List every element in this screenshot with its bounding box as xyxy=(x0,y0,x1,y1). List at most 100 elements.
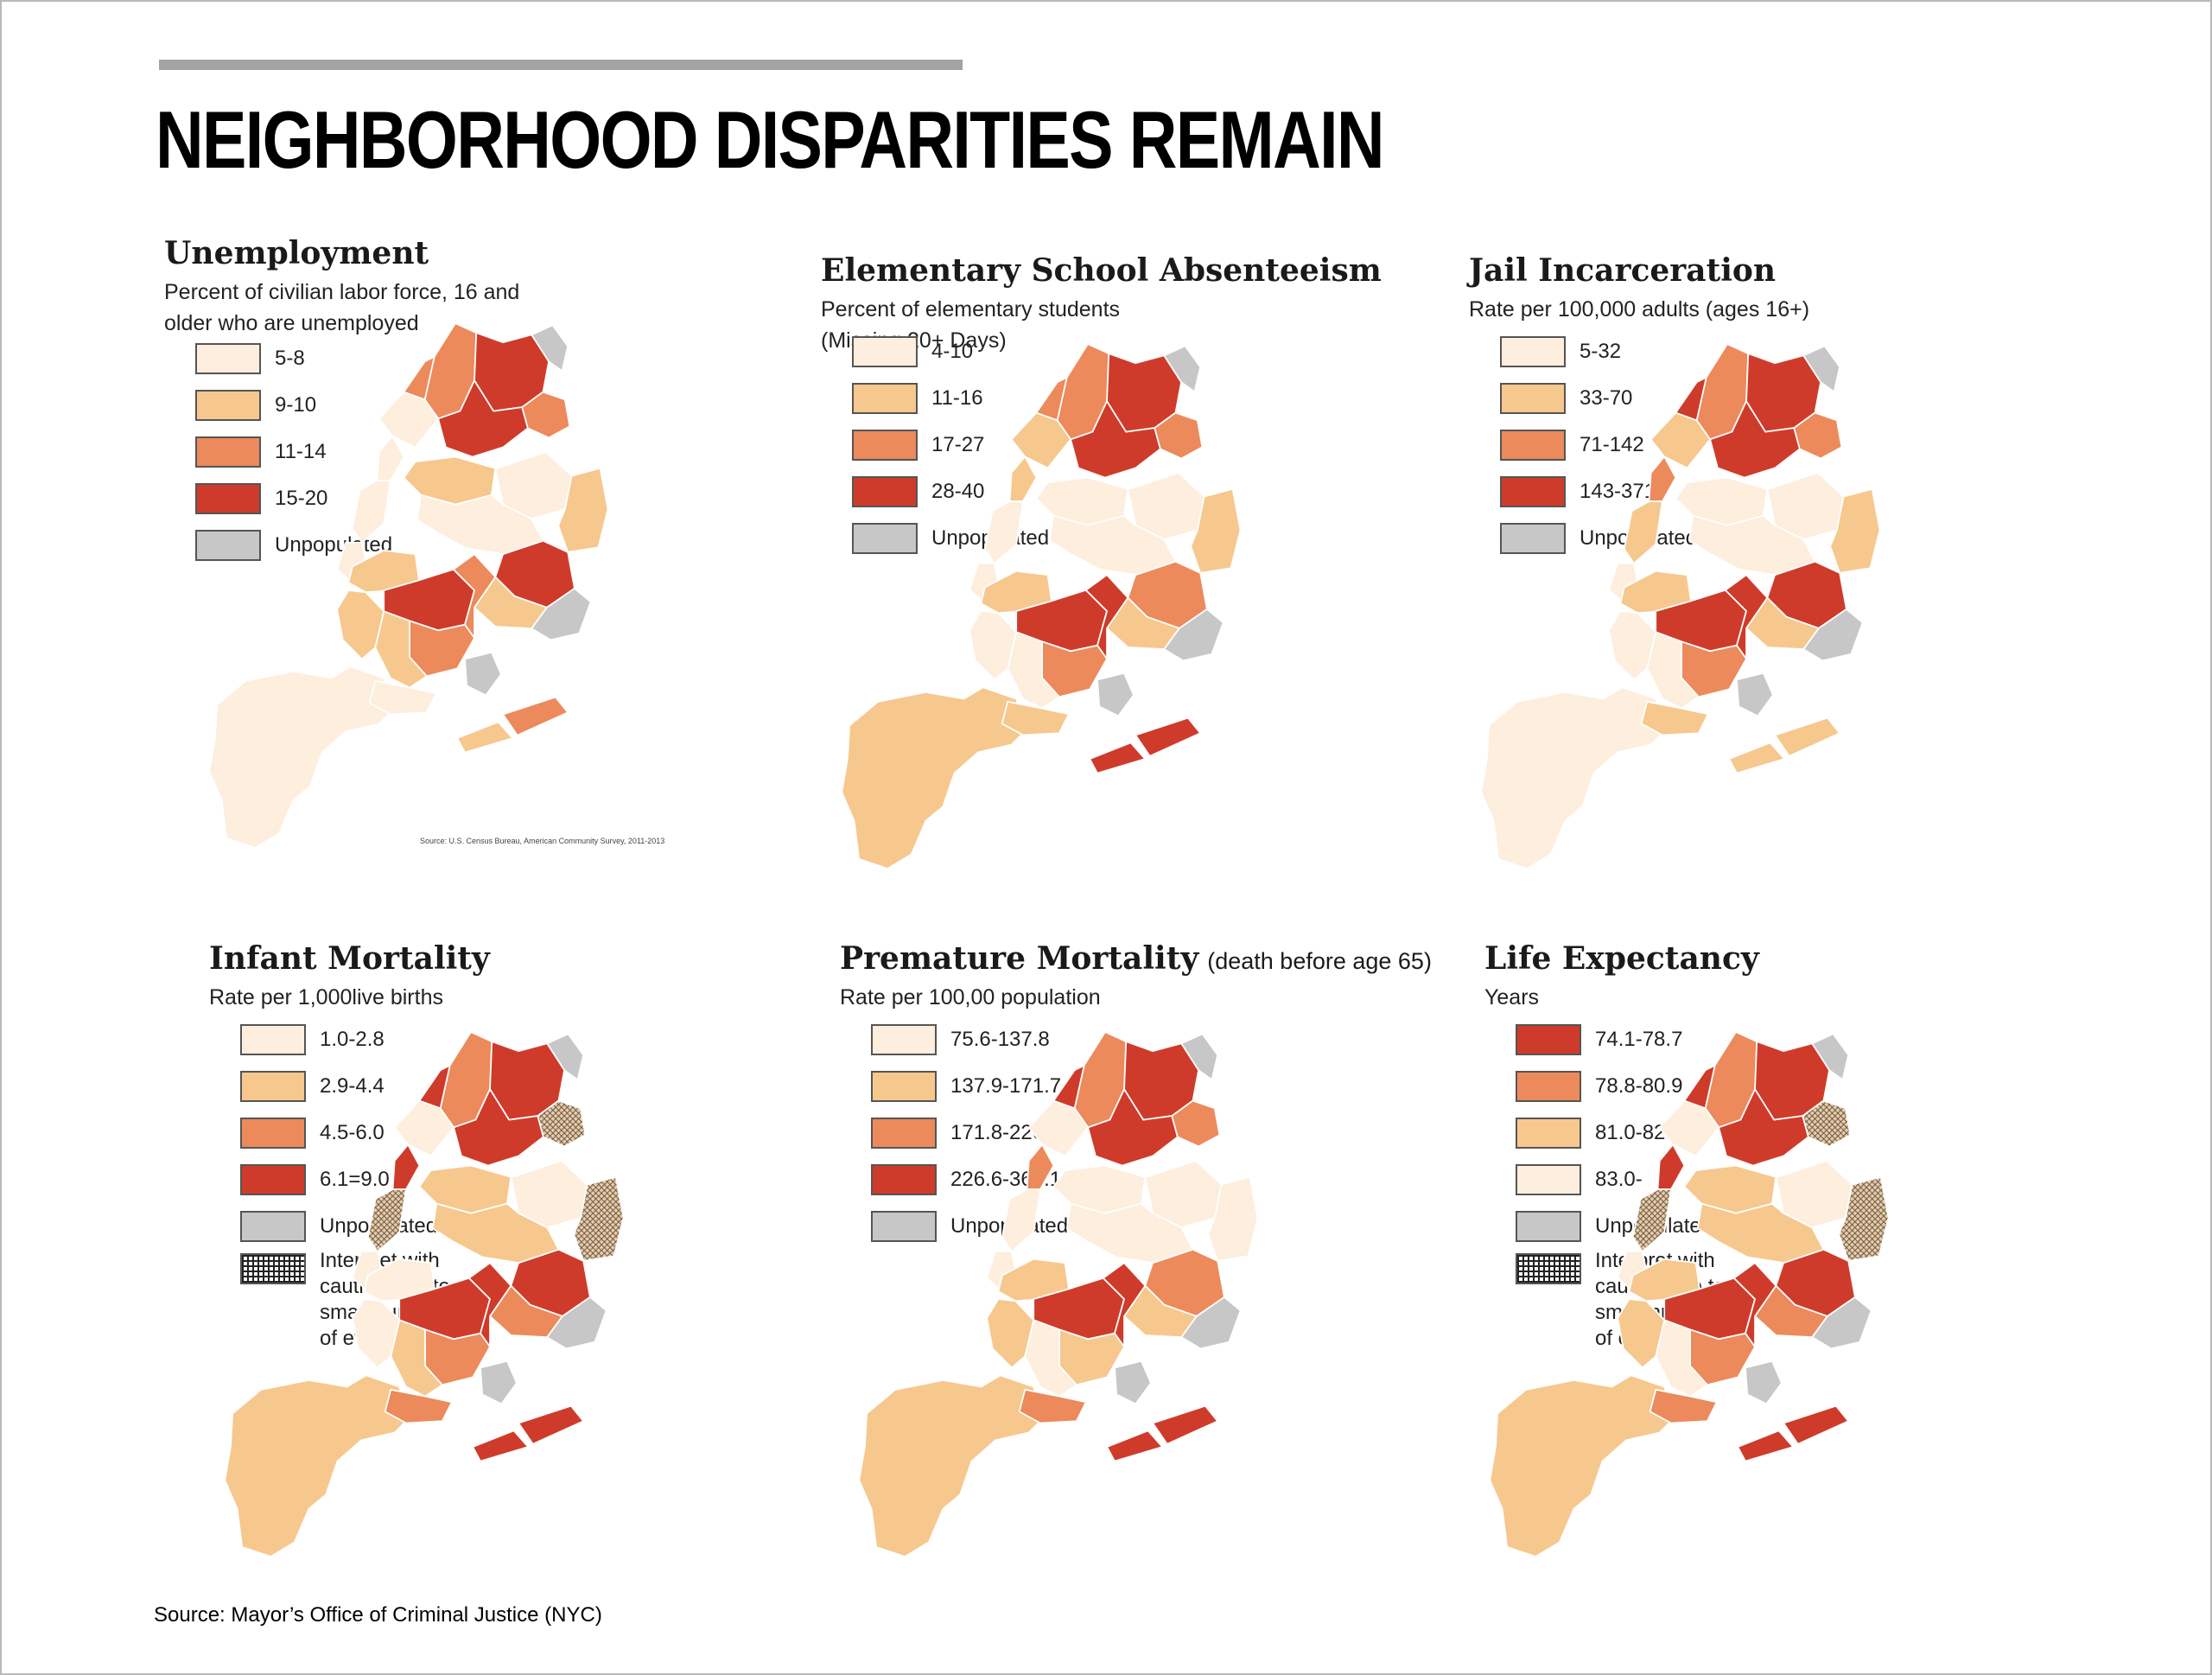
legend-swatch xyxy=(1500,523,1566,554)
panel-subtitle: Rate per 100,00 population xyxy=(840,985,1101,1009)
panel-title-note: (death before age 65) xyxy=(1207,948,1432,974)
region-harlem xyxy=(1035,376,1068,422)
panel-subtitle: Rate per 1,000live births xyxy=(209,985,443,1009)
legend-swatch xyxy=(240,1211,306,1242)
legend-label: 71-142 xyxy=(1580,433,1644,456)
region-east-queens xyxy=(1207,1175,1259,1262)
region-coney xyxy=(1640,700,1709,736)
legend-label: 2.9-4.4 xyxy=(320,1074,385,1098)
choropleth-svg xyxy=(224,1031,625,1557)
legend-label: 11-16 xyxy=(931,386,983,410)
legend-item: 17-27 xyxy=(852,422,1049,468)
region-rockaway-e xyxy=(1152,1404,1219,1445)
region-sunnyside xyxy=(1026,1143,1055,1191)
region-flushing xyxy=(510,1160,588,1229)
legend-item: 11-16 xyxy=(852,375,1049,422)
region-midtown xyxy=(1623,500,1663,564)
region-central-queens xyxy=(1696,1202,1825,1264)
legend-label: 78.8-80.9 xyxy=(1595,1074,1683,1098)
legend-label: 5-32 xyxy=(1580,340,1622,363)
choropleth-svg xyxy=(858,1031,1259,1557)
panel-subtitle: Percent of elementary students (Missing … xyxy=(821,297,1121,353)
panel-title: Unemployment xyxy=(164,235,429,271)
region-east-queens xyxy=(573,1175,625,1262)
region-south-bronx xyxy=(1709,400,1801,479)
region-jamaica-bay xyxy=(1736,672,1774,717)
region-rockaway-w xyxy=(472,1430,530,1462)
region-sw-brooklyn xyxy=(986,1298,1035,1369)
legend-item: 5-32 xyxy=(1500,328,1697,375)
panel-title-text: Premature Mortality xyxy=(840,940,1199,977)
legend-item: 137.9-171.7 xyxy=(871,1063,1068,1110)
region-east-queens xyxy=(1190,487,1242,574)
region-east-queens xyxy=(557,467,609,553)
region-flushing xyxy=(1127,472,1205,541)
region-ne-bronx xyxy=(1811,1033,1850,1081)
region-flushing xyxy=(1766,472,1845,541)
region-coney xyxy=(1001,700,1070,736)
legend-item: 4.5-6.0 xyxy=(240,1110,467,1156)
region-coney xyxy=(1649,1388,1718,1424)
legend-item: 15-20 xyxy=(195,475,392,522)
legend-swatch xyxy=(852,523,918,554)
legend-swatch xyxy=(240,1118,306,1149)
region-ne-bronx xyxy=(1163,345,1202,393)
legend-item: 71-142 xyxy=(1500,422,1697,468)
region-sunnyside xyxy=(1648,455,1677,503)
region-staten-island xyxy=(1489,1374,1675,1557)
region-central-queens xyxy=(1688,514,1816,576)
region-jamaica-bay xyxy=(464,651,502,697)
legend-label: 83.0- xyxy=(1595,1168,1643,1191)
region-sw-brooklyn xyxy=(336,589,385,660)
region-sunnyside xyxy=(376,435,405,482)
region-sunnyside xyxy=(1008,455,1038,503)
panel-subtitle: Percent of civilian labor force, 16 and … xyxy=(164,280,520,335)
region-flushing xyxy=(1144,1160,1223,1229)
region-e-brooklyn xyxy=(452,553,497,640)
panel-title: Jail Incarceration xyxy=(1469,252,1776,289)
map-legend: 75.6-137.8 137.9-171.7 171.8-226.5 226.6-36… xyxy=(871,1016,1068,1250)
region-sw-brooklyn xyxy=(1617,1298,1666,1369)
panel-title-text: Unemployment xyxy=(164,235,429,271)
legend-swatch xyxy=(852,336,918,367)
legend-label: 11-14 xyxy=(275,440,327,463)
legend-swatch xyxy=(1516,1164,1581,1195)
legend-item: 1.0-2.8 xyxy=(240,1016,467,1063)
legend-swatch xyxy=(1516,1118,1581,1149)
legend-swatch xyxy=(871,1071,937,1102)
footer-source: Source: Mayor’s Office of Criminal Justi… xyxy=(154,1603,602,1627)
panel-title: Life Expectancy xyxy=(1484,940,1759,977)
region-flushing xyxy=(494,451,573,520)
region-south-bronx xyxy=(453,1088,544,1167)
legend-swatch xyxy=(1516,1253,1581,1284)
region-s-brooklyn xyxy=(374,610,428,689)
region-midtown xyxy=(983,500,1024,564)
legend-label: 9-10 xyxy=(275,393,317,417)
region-ne-bronx xyxy=(1180,1033,1219,1081)
legend-label: 4.5-6.0 xyxy=(320,1121,385,1144)
legend-item: 33-70 xyxy=(1500,375,1697,422)
region-rockaway-w xyxy=(1737,1430,1795,1462)
legend-label: 33-70 xyxy=(1580,386,1633,410)
region-midtown xyxy=(1001,1188,1041,1252)
region-staten-island xyxy=(208,666,395,849)
panel-title: Premature Mortality (death before age 65) xyxy=(840,940,1432,977)
panel-unemployment: Unemployment Percent of civilian labor fo… xyxy=(164,235,838,909)
region-jamaica-bay xyxy=(1114,1360,1152,1405)
region-harlem xyxy=(1675,376,1707,422)
map-life-expectancy xyxy=(1469,1013,2022,1566)
region-sunnyside xyxy=(1656,1143,1686,1191)
legend-item: Unpopulated xyxy=(195,522,392,569)
region-central-queens xyxy=(416,494,544,555)
title-rule xyxy=(159,60,963,70)
legend-item: 28-40 xyxy=(852,468,1049,515)
map-legend: 1.0-2.82.9-4.44.5-6.06.1=9.0UnpopulatedI… xyxy=(240,1016,467,1353)
legend-swatch xyxy=(852,476,918,507)
legend-label: 4-10 xyxy=(931,340,974,363)
region-flushing xyxy=(1775,1160,1853,1229)
region-e-brooklyn xyxy=(1724,574,1769,660)
choropleth-svg xyxy=(208,322,609,849)
region-rockaway-e xyxy=(1774,716,1841,757)
map-premature-mortality xyxy=(838,1013,1391,1566)
